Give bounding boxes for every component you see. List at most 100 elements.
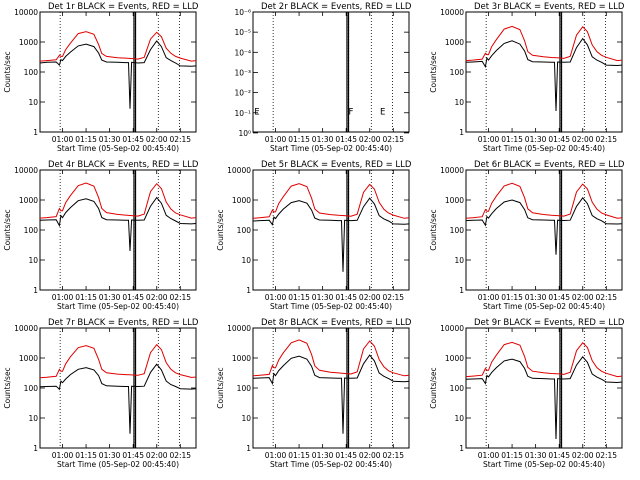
x-tick-label: 02:00 bbox=[146, 293, 168, 302]
x-tick-label: 01:15 bbox=[75, 293, 97, 302]
x-tick-label: 02:00 bbox=[359, 135, 381, 144]
y-tick-label: 10000 bbox=[14, 166, 38, 175]
y-tick-label: 100 bbox=[450, 384, 465, 393]
y-axis-label: Counts/sec bbox=[429, 51, 438, 92]
x-tick-label: 01:00 bbox=[478, 451, 500, 460]
y-tick-label: 10000 bbox=[14, 324, 38, 333]
panel-title: Det 4r BLACK = Events, RED = LLD bbox=[48, 160, 199, 170]
y-tick-label: 10000 bbox=[14, 8, 38, 17]
y-tick-label: 1 bbox=[33, 286, 38, 295]
y-tick-label: 1 bbox=[459, 128, 464, 137]
y-tick-label: 10⁰ bbox=[238, 129, 251, 138]
y-tick-label: 10 bbox=[454, 414, 464, 423]
y-tick-label: 10000 bbox=[227, 166, 251, 175]
series-line-lld bbox=[252, 339, 410, 377]
y-tick-label: 10⁻² bbox=[234, 89, 251, 98]
plot-frame bbox=[252, 11, 410, 133]
y-tick-label: 1 bbox=[246, 444, 251, 453]
y-tick-label: 10⁻⁴ bbox=[234, 48, 251, 57]
x-tick-label: 02:15 bbox=[169, 451, 191, 460]
y-tick-label: 1 bbox=[246, 286, 251, 295]
y-tick-label: 10000 bbox=[227, 324, 251, 333]
y-axis-label: Counts/sec bbox=[429, 209, 438, 250]
x-tick-label: 02:15 bbox=[382, 293, 404, 302]
y-tick-label: 10 bbox=[28, 256, 38, 265]
x-axis-label: Start Time (05-Sep-02 00:45:40) bbox=[483, 144, 605, 153]
y-tick-label: 100 bbox=[237, 384, 252, 393]
x-tick-label: 02:00 bbox=[572, 451, 594, 460]
x-tick-label: 01:30 bbox=[99, 135, 121, 144]
chart-panel: Det 9r BLACK = Events, RED = LLD 01:00 01:… bbox=[429, 318, 625, 469]
x-tick-label: 01:30 bbox=[312, 135, 334, 144]
x-tick-label: 01:00 bbox=[52, 293, 74, 302]
y-axis-label: Counts/sec bbox=[3, 367, 12, 408]
y-tick-label: 1000 bbox=[232, 354, 251, 363]
series-line-lld bbox=[465, 25, 623, 62]
plot-frame bbox=[39, 11, 197, 133]
x-tick-label: 01:45 bbox=[122, 135, 144, 144]
series-line-events bbox=[465, 37, 623, 112]
panel-title: Det 6r BLACK = Events, RED = LLD bbox=[474, 160, 625, 170]
panel-title: Det 9r BLACK = Events, RED = LLD bbox=[474, 318, 625, 328]
x-tick-label: 01:45 bbox=[548, 293, 570, 302]
x-tick-label: 02:15 bbox=[382, 451, 404, 460]
x-tick-label: 01:00 bbox=[265, 135, 287, 144]
y-tick-label: 100 bbox=[24, 226, 39, 235]
x-tick-label: 01:15 bbox=[288, 135, 310, 144]
series-line-lld bbox=[39, 343, 197, 379]
series-line-lld bbox=[465, 182, 623, 219]
x-tick-label: 01:30 bbox=[312, 451, 334, 460]
panel-title: Det 3r BLACK = Events, RED = LLD bbox=[474, 2, 625, 12]
x-tick-label: 01:45 bbox=[335, 293, 357, 302]
x-tick-label: 02:00 bbox=[146, 135, 168, 144]
x-tick-label: 02:00 bbox=[572, 293, 594, 302]
y-tick-label: 10 bbox=[28, 414, 38, 423]
x-tick-label: 01:30 bbox=[525, 135, 547, 144]
x-tick-label: 01:15 bbox=[288, 293, 310, 302]
x-tick-label: 01:30 bbox=[99, 451, 121, 460]
y-tick-label: 1 bbox=[33, 128, 38, 137]
y-tick-label: 10 bbox=[241, 414, 251, 423]
plot-frame bbox=[39, 169, 197, 291]
y-tick-label: 10 bbox=[28, 98, 38, 107]
panel-title: Det 7r BLACK = Events, RED = LLD bbox=[48, 318, 199, 328]
x-tick-label: 02:00 bbox=[146, 451, 168, 460]
x-tick-label: 02:15 bbox=[169, 135, 191, 144]
x-tick-label: 01:00 bbox=[52, 451, 74, 460]
x-tick-label: 02:00 bbox=[359, 451, 381, 460]
series-line-events bbox=[39, 196, 197, 252]
series-line-events bbox=[39, 363, 197, 434]
series-line-lld bbox=[39, 182, 197, 219]
x-tick-label: 02:15 bbox=[595, 135, 617, 144]
y-tick-label: 10 bbox=[454, 256, 464, 265]
chart-panel: Det 7r BLACK = Events, RED = LLD 01:00 01:… bbox=[3, 318, 199, 469]
y-tick-label: 1000 bbox=[232, 196, 251, 205]
series-line-events bbox=[252, 354, 410, 434]
x-tick-label: 01:45 bbox=[548, 451, 570, 460]
plot-annotation: E bbox=[380, 107, 385, 117]
panel-title: Det 5r BLACK = Events, RED = LLD bbox=[261, 160, 412, 170]
x-axis-label: Start Time (05-Sep-02 00:45:40) bbox=[483, 302, 605, 311]
x-tick-label: 02:00 bbox=[572, 135, 594, 144]
x-tick-label: 01:45 bbox=[122, 451, 144, 460]
series-line-events bbox=[252, 197, 410, 272]
plot-frame bbox=[252, 169, 410, 291]
series-line-lld bbox=[465, 341, 623, 378]
y-tick-label: 1 bbox=[459, 286, 464, 295]
plot-frame bbox=[465, 11, 623, 133]
series-line-lld bbox=[252, 183, 410, 219]
x-tick-label: 01:45 bbox=[122, 293, 144, 302]
plot-frame bbox=[465, 169, 623, 291]
series-line-events bbox=[465, 196, 623, 255]
panel-title: Det 2r BLACK = Events, RED = LLD bbox=[261, 2, 412, 12]
series-line-events bbox=[465, 355, 623, 440]
y-axis-label: Counts/sec bbox=[3, 209, 12, 250]
plot-frame bbox=[465, 327, 623, 449]
y-tick-label: 10⁻⁶ bbox=[234, 8, 251, 17]
y-tick-label: 10⁻³ bbox=[234, 68, 251, 77]
